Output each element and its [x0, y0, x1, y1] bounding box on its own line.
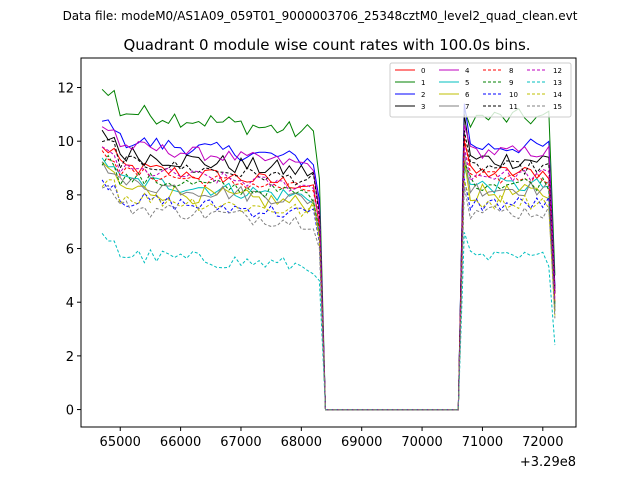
series-line-15 [101, 184, 556, 411]
legend-label-13: 13 [553, 79, 562, 87]
legend-box [389, 62, 572, 118]
legend-label-4: 4 [465, 67, 470, 75]
legend-label-11: 11 [509, 103, 518, 111]
legend-label-10: 10 [509, 91, 518, 99]
y-axis: 0 2 4 6 8 10 12 [57, 82, 81, 419]
series-line-7 [101, 151, 556, 411]
x-tick-label: 65000 [100, 435, 141, 450]
series-line-0 [101, 141, 556, 411]
y-tick-label: 10 [57, 135, 74, 150]
axes-frame [80, 57, 577, 428]
series-line-11 [101, 130, 556, 411]
series-line-8 [101, 135, 556, 411]
legend-label-6: 6 [465, 91, 470, 99]
suptitle: Data file: modeM0/AS1A09_059T01_90000037… [63, 9, 578, 23]
series-line-1 [101, 88, 556, 411]
x-offset-label: +3.29e8 [520, 455, 576, 470]
series-layer [101, 88, 556, 411]
y-tick-label: 4 [66, 296, 74, 311]
x-axis: 65000 66000 67000 68000 69000 70000 71000 72000 [100, 427, 563, 450]
x-tick-label: 67000 [220, 435, 261, 450]
series-line-9 [101, 154, 556, 411]
series-line-4 [101, 124, 556, 411]
x-tick-label: 72000 [522, 435, 563, 450]
legend-label-1: 1 [421, 79, 425, 87]
y-tick-label: 6 [66, 243, 74, 258]
series-line-6 [101, 159, 556, 411]
series-line-14 [101, 179, 556, 411]
legend-label-7: 7 [465, 103, 469, 111]
y-tick-label: 8 [66, 189, 74, 204]
series-line-10 [101, 178, 556, 411]
x-tick-label: 69000 [341, 435, 382, 450]
x-tick-label: 66000 [160, 435, 201, 450]
series-line-3 [101, 114, 556, 411]
series-line-12 [101, 146, 556, 411]
legend-label-9: 9 [509, 79, 513, 87]
series-line-2 [101, 103, 556, 411]
legend-label-8: 8 [509, 67, 513, 75]
chart-title: Quadrant 0 module wise count rates with … [123, 36, 530, 54]
legend-label-3: 3 [421, 103, 425, 111]
x-tick-label: 71000 [462, 435, 503, 450]
x-tick-label: 70000 [401, 435, 442, 450]
y-tick-label: 12 [57, 82, 74, 97]
legend-label-14: 14 [553, 91, 562, 99]
y-tick-label: 0 [66, 404, 74, 419]
legend-label-0: 0 [421, 67, 425, 75]
series-line-13 [101, 232, 556, 411]
series-line-5 [101, 157, 556, 411]
legend-label-15: 15 [553, 103, 562, 111]
x-tick-label: 68000 [281, 435, 322, 450]
y-tick-label: 2 [66, 350, 74, 365]
legend-label-2: 2 [421, 91, 425, 99]
legend-label-12: 12 [553, 67, 562, 75]
legend-label-5: 5 [465, 79, 469, 87]
